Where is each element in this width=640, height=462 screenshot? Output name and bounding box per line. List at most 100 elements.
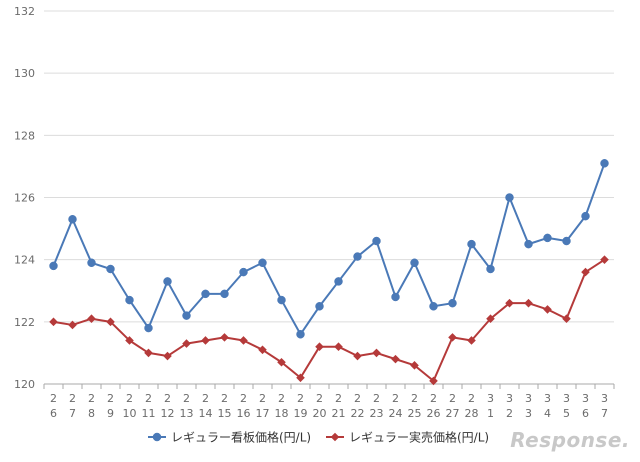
data-point	[353, 351, 362, 361]
watermark: Response.	[510, 428, 629, 452]
data-point	[163, 351, 172, 361]
x-tick-label-day: 1	[487, 407, 494, 420]
x-tick-label-month: 2	[69, 392, 76, 405]
x-tick-label-day: 26	[427, 407, 441, 420]
y-axis-tick-labels: 120 122 124 126 128 130 132	[14, 5, 35, 391]
x-tick-label-month: 3	[601, 392, 608, 405]
x-tick-label-day: 16	[237, 407, 251, 420]
x-tick-label-day: 6	[582, 407, 589, 420]
series-lines	[49, 159, 609, 386]
y-tick-label: 122	[14, 316, 35, 329]
x-tick-label-month: 2	[88, 392, 95, 405]
legend: レギュラー看板価格(円/L) レギュラー実売価格(円/L)	[148, 430, 489, 445]
x-tick-label-month: 2	[335, 392, 342, 405]
y-tick-label: 130	[14, 67, 35, 80]
data-point	[106, 264, 115, 274]
data-point	[486, 314, 495, 324]
y-tick-label: 126	[14, 192, 35, 205]
x-tick-label-day: 4	[544, 407, 551, 420]
data-point	[49, 261, 58, 271]
x-tick-label-day: 6	[50, 407, 57, 420]
data-point	[581, 211, 590, 221]
data-point	[372, 236, 381, 246]
data-point	[334, 342, 343, 351]
y-tick-label: 124	[14, 254, 35, 267]
x-tick-label-month: 2	[468, 392, 475, 405]
x-tick-label-day: 9	[107, 407, 114, 420]
x-tick-label-day: 18	[275, 407, 289, 420]
x-tick-label-month: 3	[525, 392, 532, 405]
x-tick-label-month: 2	[449, 392, 456, 405]
y-tick-label: 128	[14, 129, 35, 142]
data-point	[68, 320, 77, 330]
data-point	[106, 317, 115, 327]
x-tick-label-day: 7	[69, 407, 76, 420]
data-point	[277, 295, 286, 305]
x-tick-label-day: 11	[142, 407, 156, 420]
data-point	[258, 258, 267, 268]
x-tick-label-month: 2	[164, 392, 171, 405]
data-point	[220, 289, 229, 299]
x-tick-label-day: 3	[525, 407, 532, 420]
data-point	[543, 305, 552, 314]
legend-item-2: レギュラー実売価格(円/L)	[326, 430, 489, 445]
x-tick-label-day: 17	[256, 407, 270, 420]
data-point	[600, 159, 609, 168]
x-tick-label-day: 22	[351, 407, 365, 420]
data-point	[429, 302, 438, 311]
x-tick-label-day: 12	[161, 407, 175, 420]
data-point	[315, 302, 324, 311]
x-tick-label-day: 8	[88, 407, 95, 420]
legend-label: レギュラー看板価格(円/L)	[171, 430, 311, 445]
data-point	[296, 330, 305, 339]
x-tick-label-day: 13	[180, 407, 194, 420]
data-point	[125, 336, 134, 345]
data-point	[467, 239, 476, 249]
x-axis-tick-labels: 2627282921021121221321421521621721821922…	[50, 392, 608, 420]
data-point	[448, 333, 457, 342]
legend-item-1: レギュラー看板価格(円/L)	[148, 430, 311, 445]
data-point	[429, 376, 438, 386]
data-point	[524, 298, 533, 308]
x-tick-label-day: 5	[563, 407, 570, 420]
x-tick-label-month: 2	[278, 392, 285, 405]
x-tick-label-month: 3	[563, 392, 570, 405]
x-tick-label-month: 3	[487, 392, 494, 405]
y-tick-label: 120	[14, 378, 35, 391]
x-tick-label-month: 3	[544, 392, 551, 405]
x-tick-label-month: 2	[50, 392, 57, 405]
data-point	[125, 295, 134, 305]
x-tick-label-month: 2	[411, 392, 418, 405]
x-tick-label-day: 28	[465, 407, 479, 420]
x-tick-label-month: 2	[297, 392, 304, 405]
data-point	[49, 317, 58, 327]
x-tick-label-month: 2	[316, 392, 323, 405]
data-point	[505, 298, 514, 308]
data-point	[372, 348, 381, 358]
x-tick-label-month: 2	[430, 392, 437, 405]
x-tick-label-day: 23	[370, 407, 384, 420]
data-point	[353, 252, 362, 261]
x-tick-label-day: 27	[446, 407, 460, 420]
data-point	[600, 255, 609, 264]
x-tick-label-month: 3	[582, 392, 589, 405]
legend-label: レギュラー実売価格(円/L)	[349, 430, 489, 445]
series-2	[49, 255, 609, 386]
x-tick-label-day: 19	[294, 407, 308, 420]
legend-marker	[152, 432, 162, 442]
x-tick-label-day: 20	[313, 407, 327, 420]
data-point	[315, 342, 324, 351]
x-tick-label-month: 2	[259, 392, 266, 405]
x-tick-label-day: 7	[601, 407, 608, 420]
x-tick-label-day: 25	[408, 407, 422, 420]
data-point	[562, 236, 571, 246]
x-tick-label-day: 2	[506, 407, 513, 420]
x-tick-label-month: 2	[145, 392, 152, 405]
data-point	[220, 333, 229, 342]
data-point	[505, 193, 514, 202]
series-line	[53, 258, 606, 382]
data-point	[163, 277, 172, 286]
data-point	[296, 373, 305, 383]
data-point	[144, 323, 153, 333]
